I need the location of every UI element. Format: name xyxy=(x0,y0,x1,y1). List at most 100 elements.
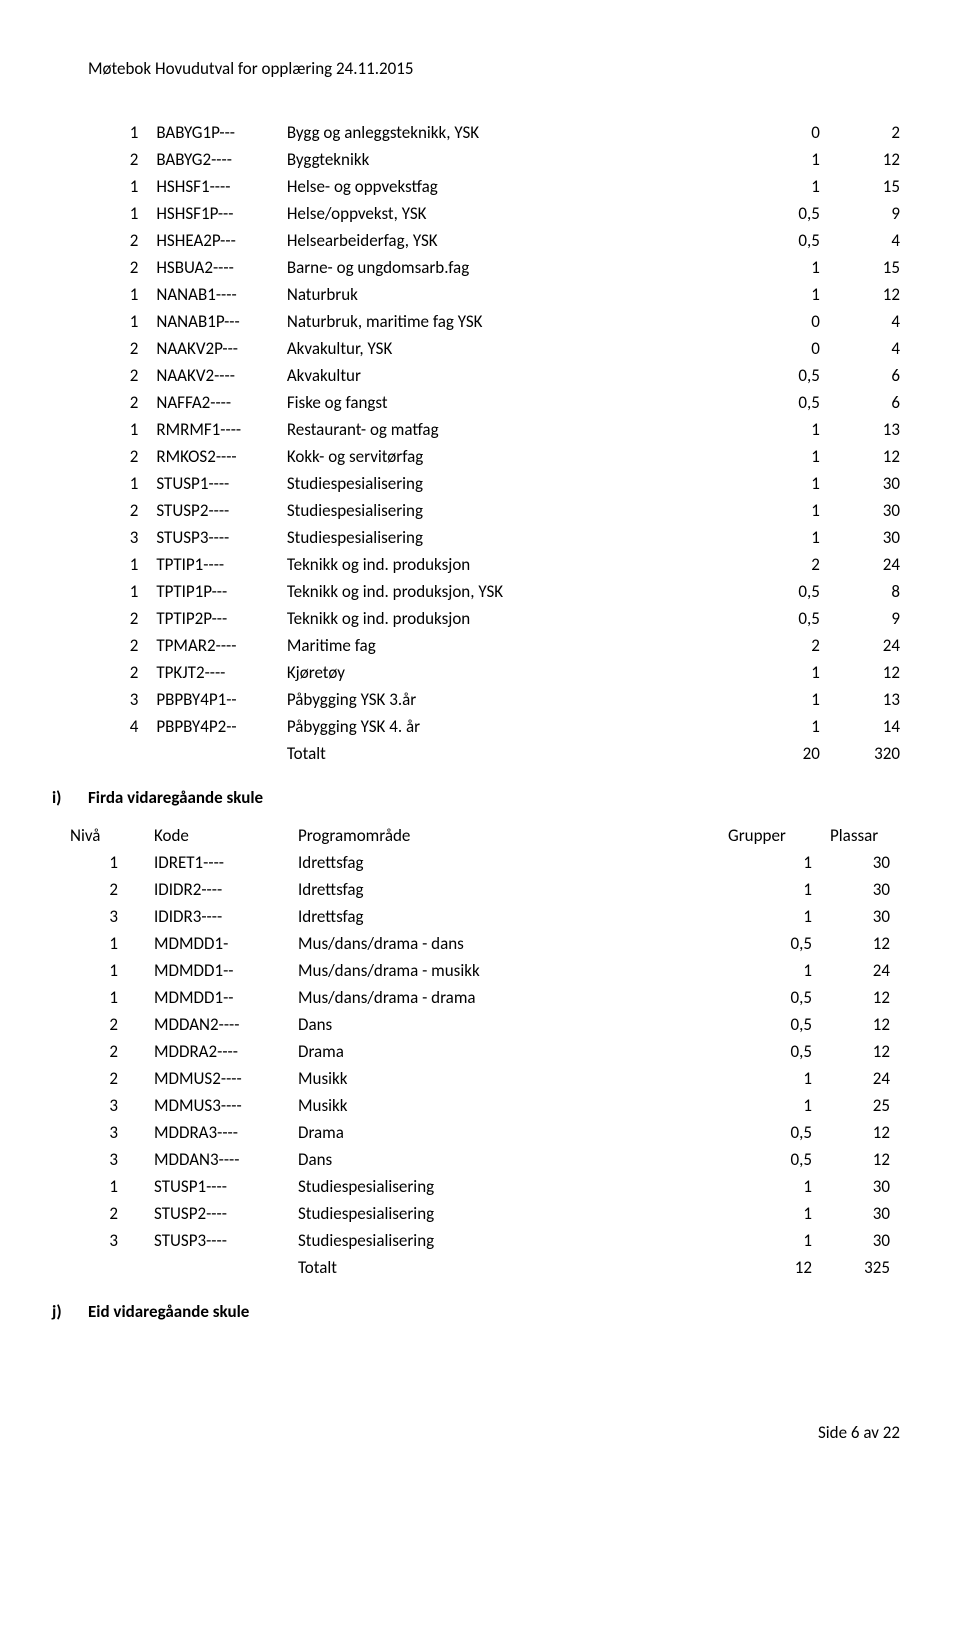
cell-nivaa: 3 xyxy=(70,1146,136,1173)
cell-nivaa: 1 xyxy=(88,281,156,308)
cell-nivaa: 4 xyxy=(88,713,156,740)
cell-nivaa: 2 xyxy=(88,632,156,659)
cell-grupper: 1 xyxy=(732,524,838,551)
cell-programomrade: Mus/dans/drama - drama xyxy=(280,984,728,1011)
cell-plassar: 13 xyxy=(838,416,900,443)
cell-grupper: 0,5 xyxy=(732,362,838,389)
cell-nivaa: 1 xyxy=(88,416,156,443)
cell-programomrade: Byggteknikk xyxy=(287,146,732,173)
cell-kode: MDDRA3---- xyxy=(136,1119,280,1146)
cell-plassar: 30 xyxy=(830,1227,890,1254)
table-row: 3STUSP3----Studiespesialisering130 xyxy=(70,1227,890,1254)
cell-programomrade: Teknikk og ind. produksjon xyxy=(287,551,732,578)
total-places: 325 xyxy=(830,1254,890,1281)
cell-programomrade: Naturbruk xyxy=(287,281,732,308)
cell-kode: STUSP1---- xyxy=(156,470,287,497)
cell-programomrade: Bygg og anleggsteknikk, YSK xyxy=(287,119,732,146)
cell-grupper: 1 xyxy=(732,173,838,200)
table-row: 1NANAB1P---Naturbruk, maritime fag YSK04 xyxy=(88,308,900,335)
cell-nivaa: 1 xyxy=(70,957,136,984)
cell-grupper: 0,5 xyxy=(728,930,830,957)
cell-plassar: 25 xyxy=(830,1092,890,1119)
cell-nivaa: 1 xyxy=(88,119,156,146)
cell-nivaa: 3 xyxy=(70,1092,136,1119)
cell-plassar: 24 xyxy=(830,1065,890,1092)
cell-grupper: 1 xyxy=(732,443,838,470)
cell-programomrade: Påbygging YSK 4. år xyxy=(287,713,732,740)
cell-kode: STUSP2---- xyxy=(136,1200,280,1227)
section-letter: i) xyxy=(52,787,88,808)
table-row: 2HSHEA2P---Helsearbeiderfag, YSK0,54 xyxy=(88,227,900,254)
cell-plassar: 30 xyxy=(838,497,900,524)
hdr-nivaa: Nivå xyxy=(70,822,136,849)
cell-plassar: 9 xyxy=(838,605,900,632)
cell-grupper: 0,5 xyxy=(728,1038,830,1065)
cell-grupper: 1 xyxy=(732,470,838,497)
cell-grupper: 1 xyxy=(728,1200,830,1227)
cell-kode: HSHEA2P--- xyxy=(156,227,287,254)
table-row: 1STUSP1----Studiespesialisering130 xyxy=(88,470,900,497)
cell-nivaa: 1 xyxy=(88,578,156,605)
total-groups: 20 xyxy=(732,740,838,767)
cell-plassar: 6 xyxy=(838,389,900,416)
cell-grupper: 1 xyxy=(732,254,838,281)
cell-programomrade: Idrettsfag xyxy=(280,903,728,930)
table-row: 1MDMDD1--Mus/dans/drama - drama0,512 xyxy=(70,984,890,1011)
cell-nivaa: 1 xyxy=(70,930,136,957)
hdr-kode: Kode xyxy=(136,822,280,849)
section-name: Firda vidaregåande skule xyxy=(88,787,263,808)
cell-nivaa: 2 xyxy=(88,443,156,470)
cell-grupper: 0 xyxy=(732,119,838,146)
cell-grupper: 1 xyxy=(728,1065,830,1092)
table-row: 1TPTIP1P---Teknikk og ind. produksjon, Y… xyxy=(88,578,900,605)
table-row: 2MDDRA2----Drama0,512 xyxy=(70,1038,890,1065)
cell-plassar: 24 xyxy=(838,632,900,659)
cell-kode: MDDRA2---- xyxy=(136,1038,280,1065)
section-name: Eid vidaregåande skule xyxy=(88,1301,249,1322)
table-row: 3MDDAN3----Dans0,512 xyxy=(70,1146,890,1173)
cell-nivaa: 1 xyxy=(88,173,156,200)
cell-programomrade: Teknikk og ind. produksjon xyxy=(287,605,732,632)
cell-plassar: 9 xyxy=(838,200,900,227)
cell-plassar: 12 xyxy=(838,281,900,308)
table-header-row: Nivå Kode Programområde Grupper Plassar xyxy=(70,822,890,849)
page-header: Møtebok Hovudutval for opplæring 24.11.2… xyxy=(88,58,900,79)
cell-kode: MDMUS3---- xyxy=(136,1092,280,1119)
cell-grupper: 1 xyxy=(728,903,830,930)
cell-grupper: 1 xyxy=(728,1227,830,1254)
cell-kode: TPTIP1P--- xyxy=(156,578,287,605)
table-row: 1NANAB1----Naturbruk112 xyxy=(88,281,900,308)
table-row: 2NAFFA2----Fiske og fangst0,56 xyxy=(88,389,900,416)
cell-plassar: 13 xyxy=(838,686,900,713)
cell-grupper: 0,5 xyxy=(728,1119,830,1146)
cell-kode: MDMDD1- xyxy=(136,930,280,957)
cell-programomrade: Studiespesialisering xyxy=(287,497,732,524)
cell-grupper: 2 xyxy=(732,551,838,578)
cell-kode: STUSP3---- xyxy=(136,1227,280,1254)
cell-plassar: 2 xyxy=(838,119,900,146)
section-j-title: j)Eid vidaregåande skule xyxy=(52,1301,900,1322)
cell-plassar: 12 xyxy=(830,1146,890,1173)
cell-nivaa: 2 xyxy=(88,362,156,389)
cell-nivaa: 1 xyxy=(88,200,156,227)
cell-programomrade: Musikk xyxy=(280,1092,728,1119)
table-row: 3MDMUS3----Musikk125 xyxy=(70,1092,890,1119)
cell-nivaa: 2 xyxy=(88,335,156,362)
table-row: 2TPKJT2----Kjøretøy112 xyxy=(88,659,900,686)
cell-programomrade: Studiespesialisering xyxy=(280,1173,728,1200)
cell-kode: NAFFA2---- xyxy=(156,389,287,416)
cell-nivaa: 2 xyxy=(70,1200,136,1227)
table-row: 4PBPBY4P2--Påbygging YSK 4. år114 xyxy=(88,713,900,740)
cell-nivaa: 2 xyxy=(88,146,156,173)
cell-grupper: 1 xyxy=(732,281,838,308)
cell-programomrade: Studiespesialisering xyxy=(287,470,732,497)
table-row: 2MDMUS2----Musikk124 xyxy=(70,1065,890,1092)
cell-nivaa: 2 xyxy=(70,1065,136,1092)
cell-grupper: 1 xyxy=(732,497,838,524)
cell-kode: MDDAN2---- xyxy=(136,1011,280,1038)
cell-kode: HSBUA2---- xyxy=(156,254,287,281)
table-total-row: Totalt 20 320 xyxy=(88,740,900,767)
cell-programomrade: Idrettsfag xyxy=(280,876,728,903)
cell-programomrade: Akvakultur, YSK xyxy=(287,335,732,362)
cell-plassar: 30 xyxy=(830,1200,890,1227)
